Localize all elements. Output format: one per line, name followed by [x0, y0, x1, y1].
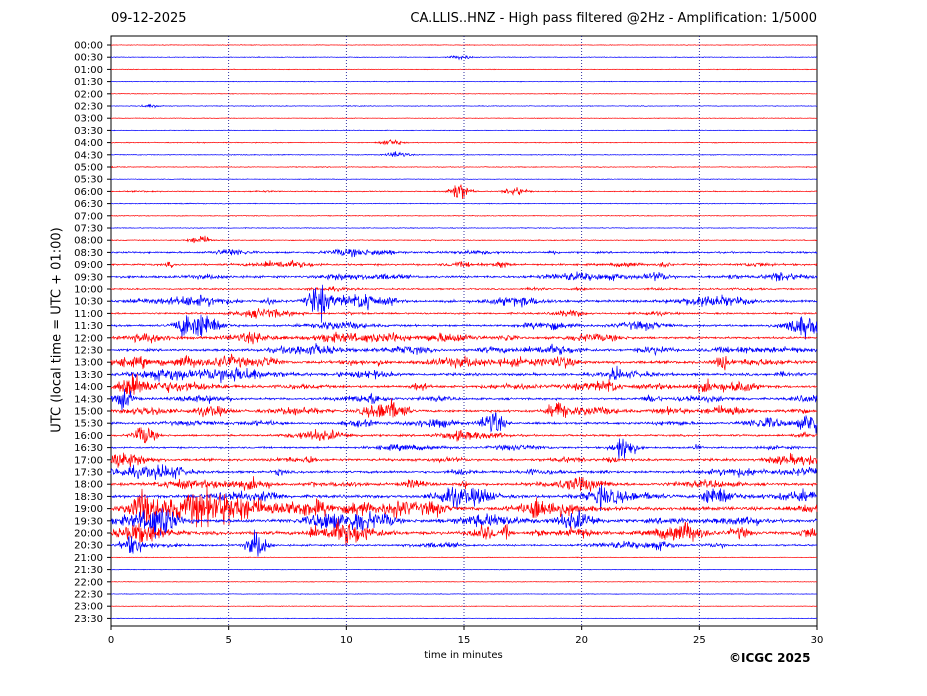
y-tick-label: 17:30: [74, 468, 103, 479]
trace-row-0530: [110, 178, 818, 181]
y-tick-label: 06:00: [74, 187, 103, 198]
trace-row-1900: [110, 485, 818, 528]
copyright-label: ©ICGC 2025: [729, 651, 811, 665]
x-tick-label: 20: [575, 635, 588, 646]
y-tick-label: 02:30: [74, 102, 103, 113]
y-tick-label: 03:30: [74, 126, 103, 137]
y-tick-label: 11:30: [74, 321, 103, 332]
y-tick-label: 23:30: [74, 614, 103, 625]
y-tick-label: 05:00: [74, 163, 103, 174]
grid-group: [228, 36, 700, 626]
x-tick-label: 0: [108, 635, 114, 646]
y-tick-label: 23:00: [74, 602, 103, 613]
y-tick-label: 01:30: [74, 77, 103, 88]
trace-row-2030: [110, 529, 818, 557]
y-tick-label: 19:30: [74, 516, 103, 527]
y-tick-label: 07:30: [74, 224, 103, 235]
y-axis-label: UTC (local time = UTC + 01:00): [49, 227, 65, 433]
trace-row-2200: [110, 580, 818, 583]
x-tick-label: 15: [458, 635, 471, 646]
y-tick-label: 04:00: [74, 138, 103, 149]
y-tick-label: 08:00: [74, 236, 103, 247]
y-tick-label: 12:00: [74, 333, 103, 344]
trace-group: [110, 44, 818, 620]
x-tick-label: 5: [225, 635, 231, 646]
y-tick-label: 17:00: [74, 455, 103, 466]
trace-row-1100: [110, 308, 818, 319]
y-tick-label: 22:00: [74, 577, 103, 588]
date-label: 09-12-2025: [111, 11, 187, 26]
y-tick-label: 21:00: [74, 553, 103, 564]
y-tick-label: 05:30: [74, 175, 103, 186]
trace-row-0800: [110, 235, 818, 244]
trace-row-0500: [110, 165, 818, 169]
y-tick-label: 08:30: [74, 248, 103, 259]
x-tick-label: 30: [811, 635, 824, 646]
y-tick-label: 09:30: [74, 272, 103, 283]
trace-row-0430: [110, 151, 818, 157]
x-tick-label: 25: [693, 635, 706, 646]
trace-row-0400: [110, 139, 818, 146]
y-tick-label: 16:00: [74, 431, 103, 442]
y-tick-label: 21:30: [74, 565, 103, 576]
y-tick-label: 15:30: [74, 419, 103, 430]
y-tick-label: 15:00: [74, 407, 103, 418]
trace-row-0600: [110, 184, 818, 200]
x-tick-group: 0 5 10 15 20 25 30: [108, 626, 824, 646]
y-tick-label: 18:30: [74, 492, 103, 503]
y-tick-label: 10:30: [74, 297, 103, 308]
trace-row-1930: [110, 508, 818, 539]
y-tick-label: 10:00: [74, 285, 103, 296]
y-tick-label: 09:00: [74, 260, 103, 271]
y-tick-label: 13:00: [74, 358, 103, 369]
y-tick-label: 19:00: [74, 504, 103, 515]
chart-title: CA.LLIS..HNZ - High pass filtered @2Hz -…: [410, 11, 817, 26]
y-tick-label: 20:30: [74, 541, 103, 552]
trace-row-2100: [110, 556, 818, 559]
y-tick-label: 07:00: [74, 211, 103, 222]
trace-row-0700: [110, 214, 818, 217]
trace-row-0330: [110, 129, 818, 132]
y-tick-label: 16:30: [74, 443, 103, 454]
trace-row-0630: [110, 202, 818, 205]
y-tick-label: 04:30: [74, 150, 103, 161]
trace-row-1230: [110, 343, 818, 357]
x-tick-label: 10: [340, 635, 353, 646]
trace-row-1330: [110, 365, 818, 384]
y-tick-label: 03:00: [74, 114, 103, 125]
trace-row-1800: [110, 476, 818, 492]
y-tick-label: 14:00: [74, 382, 103, 393]
y-tick-label: 11:00: [74, 309, 103, 320]
y-tick-label: 18:00: [74, 480, 103, 491]
y-tick-label: 02:00: [74, 89, 103, 100]
y-tick-label: 20:00: [74, 529, 103, 540]
trace-row-1300: [110, 353, 818, 371]
y-tick-label: 01:00: [74, 65, 103, 76]
y-tick-label: 00:00: [74, 41, 103, 52]
y-tick-label: 00:30: [74, 53, 103, 64]
trace-row-1130: [110, 314, 818, 340]
x-axis-label: time in minutes: [424, 650, 503, 661]
y-tick-label: 13:30: [74, 370, 103, 381]
y-tick-label: 12:30: [74, 346, 103, 357]
y-tick-label: 06:30: [74, 199, 103, 210]
y-tick-label: 14:30: [74, 394, 103, 405]
y-tick-label: 22:30: [74, 590, 103, 601]
trace-row-2130: [110, 568, 818, 571]
trace-row-1830: [110, 484, 818, 511]
